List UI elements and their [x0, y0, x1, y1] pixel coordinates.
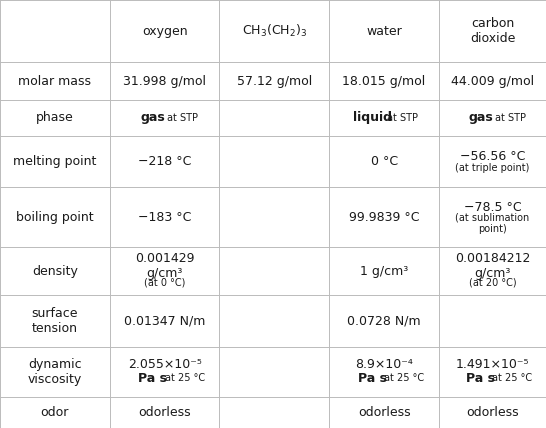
- Text: (at triple point): (at triple point): [455, 163, 530, 173]
- Text: 0 °C: 0 °C: [371, 155, 397, 168]
- Text: odor: odor: [41, 406, 69, 419]
- Text: density: density: [32, 265, 78, 278]
- Text: 0.0728 N/m: 0.0728 N/m: [347, 315, 421, 328]
- Text: 99.9839 °C: 99.9839 °C: [349, 211, 419, 224]
- Text: −183 °C: −183 °C: [138, 211, 191, 224]
- Text: 2.055×10⁻⁵: 2.055×10⁻⁵: [128, 358, 201, 371]
- Text: (at sublimation
point): (at sublimation point): [455, 213, 530, 235]
- Text: 57.12 g/mol: 57.12 g/mol: [237, 74, 312, 88]
- Text: gas: gas: [468, 111, 493, 125]
- Text: odorless: odorless: [358, 406, 411, 419]
- Text: at 25 °C: at 25 °C: [492, 373, 532, 383]
- Text: boiling point: boiling point: [16, 211, 94, 224]
- Text: gas: gas: [140, 111, 165, 125]
- Text: water: water: [366, 24, 402, 38]
- Text: at 25 °C: at 25 °C: [164, 373, 205, 383]
- Text: surface
tension: surface tension: [32, 307, 78, 335]
- Text: odorless: odorless: [138, 406, 191, 419]
- Text: at 25 °C: at 25 °C: [384, 373, 424, 383]
- Text: Pa s: Pa s: [138, 372, 167, 385]
- Text: Pa s: Pa s: [358, 372, 387, 385]
- Text: −218 °C: −218 °C: [138, 155, 191, 168]
- Text: oxygen: oxygen: [142, 24, 187, 38]
- Text: 1 g/cm³: 1 g/cm³: [360, 265, 408, 278]
- Text: −56.56 °C: −56.56 °C: [460, 150, 525, 163]
- Text: Pa s: Pa s: [466, 372, 495, 385]
- Text: dynamic
viscosity: dynamic viscosity: [28, 358, 82, 386]
- Text: (at 20 °C): (at 20 °C): [468, 278, 517, 288]
- Text: at STP: at STP: [167, 113, 198, 123]
- Text: 44.009 g/mol: 44.009 g/mol: [451, 74, 534, 88]
- Text: 1.491×10⁻⁵: 1.491×10⁻⁵: [456, 358, 529, 371]
- Text: at STP: at STP: [495, 113, 526, 123]
- Text: CH$_3$(CH$_2$)$_3$: CH$_3$(CH$_2$)$_3$: [242, 23, 307, 39]
- Text: liquid: liquid: [353, 111, 391, 125]
- Text: 0.00184212
g/cm³: 0.00184212 g/cm³: [455, 252, 530, 280]
- Text: 18.015 g/mol: 18.015 g/mol: [342, 74, 426, 88]
- Text: −78.5 °C: −78.5 °C: [464, 202, 521, 214]
- Text: 0.001429
g/cm³: 0.001429 g/cm³: [135, 252, 194, 280]
- Text: at STP: at STP: [387, 113, 418, 123]
- Text: 8.9×10⁻⁴: 8.9×10⁻⁴: [355, 358, 413, 371]
- Text: phase: phase: [36, 111, 74, 125]
- Text: melting point: melting point: [13, 155, 97, 168]
- Text: odorless: odorless: [466, 406, 519, 419]
- Text: 0.01347 N/m: 0.01347 N/m: [124, 315, 205, 328]
- Text: (at 0 °C): (at 0 °C): [144, 278, 185, 288]
- Text: 31.998 g/mol: 31.998 g/mol: [123, 74, 206, 88]
- Text: molar mass: molar mass: [19, 74, 91, 88]
- Text: carbon
dioxide: carbon dioxide: [470, 17, 515, 45]
